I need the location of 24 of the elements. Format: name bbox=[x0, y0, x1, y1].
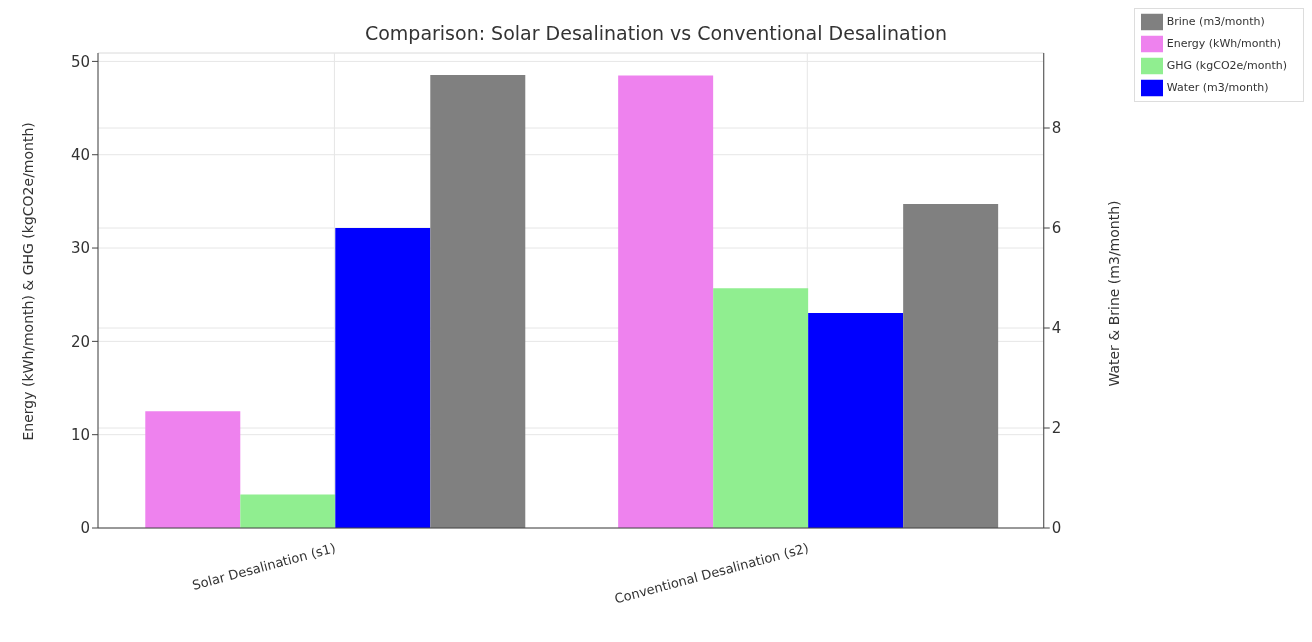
bar bbox=[335, 228, 431, 528]
y-tick-label: 30 bbox=[70, 239, 90, 258]
bar bbox=[240, 494, 336, 528]
y2-tick-label: 6 bbox=[1051, 219, 1062, 238]
y-tick-label: 20 bbox=[70, 332, 90, 351]
y2-tick-label: 0 bbox=[1051, 519, 1062, 538]
y2-axis-title: Water & Brine (m3/month) bbox=[1105, 200, 1122, 387]
y-tick-label: 40 bbox=[70, 146, 90, 165]
bar bbox=[903, 204, 999, 528]
y-tick-label: 10 bbox=[70, 426, 90, 444]
y2-tick-label: 4 bbox=[1051, 319, 1062, 338]
y-tick-label: 50 bbox=[70, 52, 90, 71]
y2-tick-label: 2 bbox=[1051, 419, 1062, 438]
chart-title: Comparison: Solar Desalination vs Conventional Desalination bbox=[364, 22, 948, 44]
legend-label: GHG (kgCO2e/month) bbox=[1166, 59, 1287, 72]
bar bbox=[145, 411, 241, 528]
legend-label: Water (m3/month) bbox=[1166, 81, 1269, 94]
y-tick-label: 0 bbox=[80, 519, 90, 538]
bar bbox=[430, 75, 526, 528]
legend-label: Energy (kWh/month) bbox=[1166, 37, 1281, 50]
y2-tick-label: 8 bbox=[1051, 119, 1062, 138]
legend-label: Brine (m3/month) bbox=[1166, 15, 1265, 28]
bar bbox=[618, 75, 714, 528]
y-axis-title: Energy (kWh/month) & GHG (kgCO2e/month) bbox=[19, 122, 36, 441]
